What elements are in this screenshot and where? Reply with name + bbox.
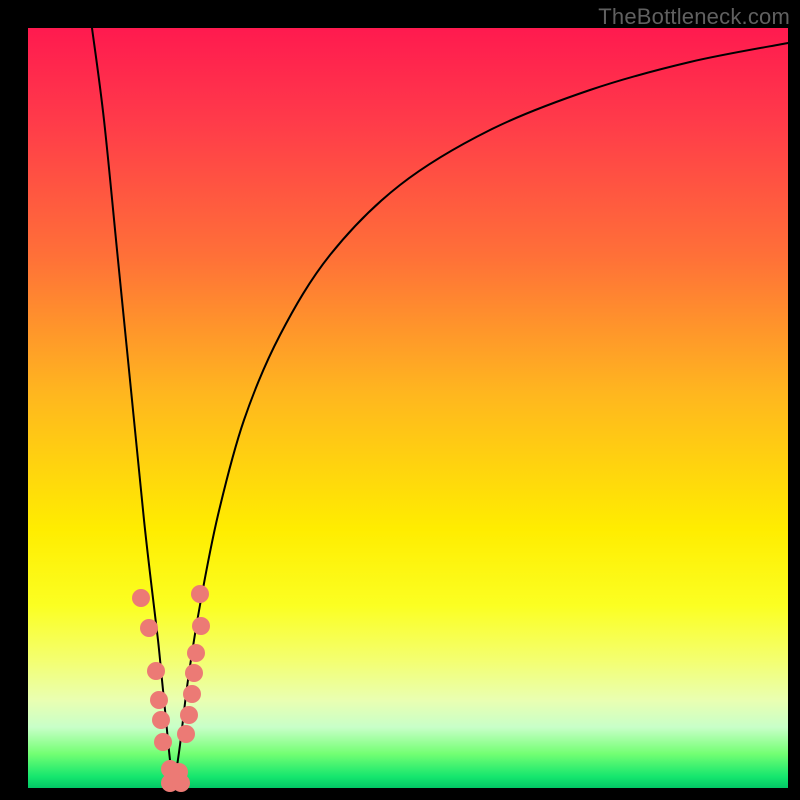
scatter-point-right-5 xyxy=(180,706,198,724)
scatter-point-right-4 xyxy=(183,685,201,703)
scatter-point-left-5 xyxy=(154,733,172,751)
scatter-point-left-2 xyxy=(147,662,165,680)
scatter-point-left-1 xyxy=(140,619,158,637)
scatter-point-right-0 xyxy=(191,585,209,603)
watermark-text: TheBottleneck.com xyxy=(598,4,790,30)
chart-svg xyxy=(0,0,800,800)
chart-frame: TheBottleneck.com xyxy=(0,0,800,800)
scatter-point-right-3 xyxy=(185,664,203,682)
scatter-point-right-8 xyxy=(172,774,190,792)
scatter-point-left-3 xyxy=(150,691,168,709)
scatter-point-left-4 xyxy=(152,711,170,729)
scatter-point-right-1 xyxy=(192,617,210,635)
scatter-point-left-0 xyxy=(132,589,150,607)
scatter-point-right-2 xyxy=(187,644,205,662)
scatter-point-right-6 xyxy=(177,725,195,743)
plot-gradient-area xyxy=(28,28,788,788)
